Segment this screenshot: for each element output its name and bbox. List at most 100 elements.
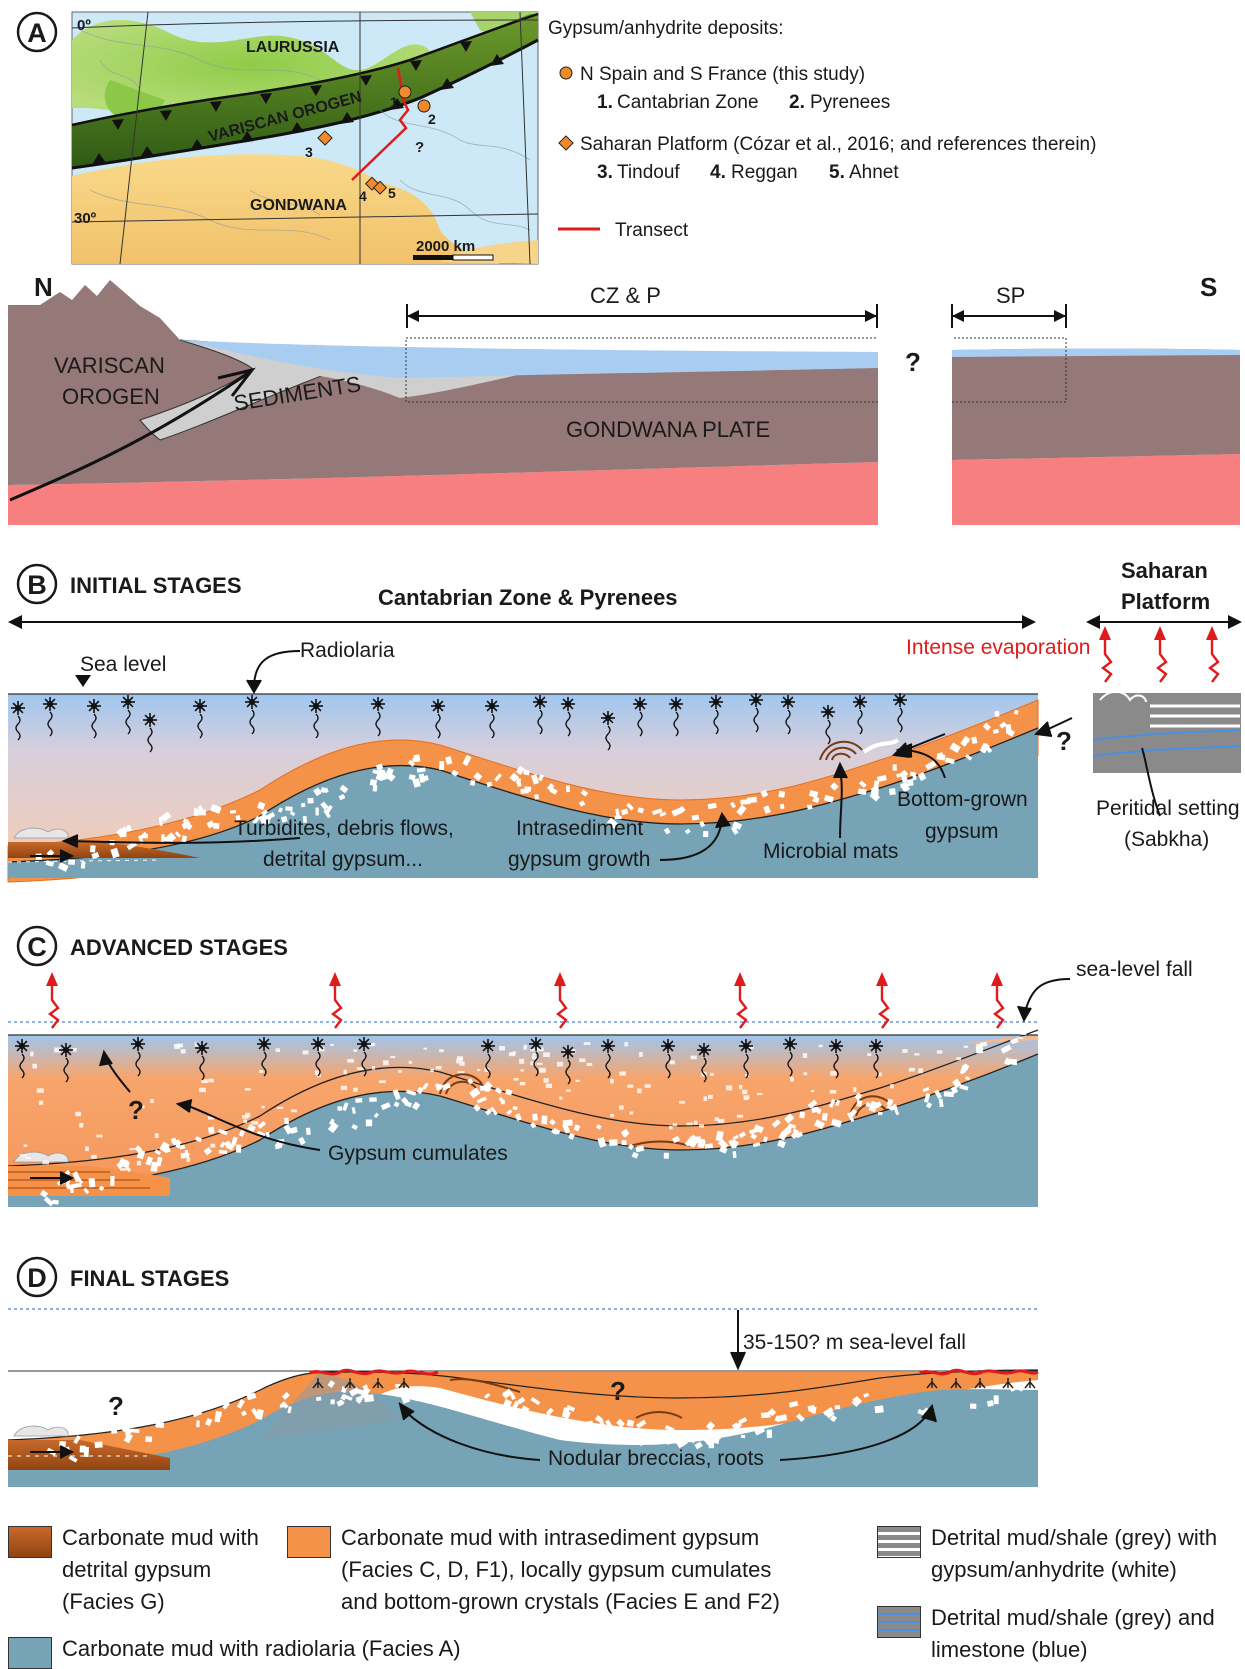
shale-limestone-swatch [877, 1606, 921, 1638]
gypsum-clast [515, 777, 522, 785]
czp-span-label: Cantabrian Zone & Pyrenees [378, 585, 678, 610]
gypsum-clast [965, 1076, 971, 1081]
gypsum-clast [730, 801, 736, 809]
gypsum-clast [302, 815, 308, 823]
gypsum-cumulate [39, 1100, 44, 1105]
gypsum-clast [224, 1140, 232, 1147]
gypsum-clast [863, 1392, 870, 1398]
gypsum-clast [944, 757, 955, 765]
gypsum-clast [993, 1395, 999, 1405]
gypsum-cumulate [79, 1122, 84, 1128]
gypsum-clast [698, 1139, 706, 1146]
gypsum-clast [372, 769, 382, 775]
gypsum-clast [750, 1133, 758, 1140]
gypsum-clast [715, 1130, 724, 1142]
evaporation-arrows-b [1099, 626, 1220, 683]
gypsum-clast [512, 1105, 518, 1111]
gypsum-clast [771, 1119, 781, 1128]
gypsum-clast [378, 773, 388, 782]
gypsum-clast [57, 862, 69, 872]
gypsum-clast [494, 1087, 503, 1095]
gypsum-cumulate [343, 1069, 347, 1075]
gypsum-clast [922, 1086, 930, 1093]
svg-text:1.: 1. [597, 92, 613, 113]
gypsum-cumulate [186, 1157, 191, 1163]
gypsum-clast [792, 1128, 800, 1134]
gypsum-cumulate [610, 1113, 614, 1118]
gypsum-clast [83, 1187, 90, 1195]
gypsum-clast [778, 790, 786, 798]
radiolarian-symbol [821, 705, 835, 745]
gypsum-cumulate [71, 1047, 77, 1052]
gypsum-clast [562, 1409, 571, 1419]
gypsum-clast [578, 800, 586, 807]
svg-text:D: D [27, 1263, 47, 1293]
gypsum-cumulate [347, 1059, 354, 1063]
gypsum-cumulate [194, 1042, 198, 1047]
gypsum-clast [392, 1089, 401, 1101]
gypsum-clast [215, 1410, 222, 1418]
gypsum-clast [305, 1127, 311, 1136]
microbial-mats-label: Microbial mats [763, 840, 898, 863]
root-symbol [1002, 1378, 1014, 1389]
gypsum-clast [738, 1131, 747, 1139]
panel-b-question-mark: ? [1056, 726, 1072, 756]
gypsum-cumulate [619, 1071, 626, 1076]
gypsum-clast [651, 808, 663, 816]
svg-text:N Spain and S France (this stu: N Spain and S France (this study) [580, 64, 865, 85]
gypsum-cumulate [1020, 1031, 1027, 1035]
gypsum-clast [194, 1136, 202, 1143]
gypsum-clast [517, 1396, 526, 1405]
gypsum-clast [736, 804, 747, 816]
gypsum-clast [71, 1182, 82, 1189]
gypsum-clast [124, 1431, 132, 1439]
gypsum-clast [462, 754, 472, 767]
svg-text:A: A [27, 18, 47, 48]
gypsum-clast [88, 1178, 96, 1188]
evaporation-arrow [1154, 626, 1168, 683]
gypsum-cumulate [743, 1095, 750, 1100]
gypsum-cumulate [908, 1067, 915, 1072]
intrasediment-label-1: Intrasediment [516, 817, 643, 840]
gypsum-clast [467, 1078, 474, 1085]
gypsum-clast [679, 805, 686, 813]
gypsum-cumulate [244, 1088, 251, 1091]
svg-text:4.: 4. [710, 162, 726, 183]
shale-gypsum-swatch [877, 1526, 921, 1558]
gypsum-clast [626, 802, 635, 811]
gypsum-clasts-c [19, 1031, 1027, 1207]
gypsum-clasts-d [46, 1380, 1025, 1463]
gypsum-cumulate [627, 1084, 634, 1088]
gypsum-cumulate [579, 1058, 586, 1062]
gypsum-clast [439, 760, 445, 771]
gypsum-clast [732, 1134, 739, 1141]
gypsum-clast [130, 1428, 140, 1433]
gypsum-clast [637, 807, 645, 814]
gypsum-clast [351, 1124, 358, 1131]
gypsum-clast [627, 1143, 635, 1151]
gypsum-cumulate [123, 1160, 129, 1164]
nodular-breccias-label: Nodular breccias, roots [548, 1447, 764, 1470]
gypsum-clast [873, 780, 880, 790]
gypsum-clast [339, 1399, 345, 1405]
gypsum-cumulate [867, 1053, 872, 1057]
gypsum-cumulate [686, 1122, 693, 1126]
gypsum-cumulate [802, 1053, 808, 1059]
radiolarian-symbol [311, 1037, 325, 1077]
gypsum-clast [959, 1084, 969, 1091]
gypsum-cumulate [545, 1083, 553, 1089]
svg-text:Ahnet: Ahnet [849, 162, 899, 183]
gypsum-clast [436, 1086, 442, 1092]
gypsum-clast [615, 808, 620, 817]
gypsum-clast [480, 1085, 484, 1091]
gypsum-clast [110, 1175, 115, 1187]
evaporation-arrow [329, 972, 343, 1029]
site-5-label: 5 [388, 185, 396, 201]
gypsum-clast [583, 1420, 594, 1428]
radiolarian-symbol [561, 697, 575, 737]
gypsum-clast [917, 772, 927, 782]
gypsum-clast [738, 1417, 748, 1425]
gypsum-clast [125, 824, 133, 832]
radiolarian-symbol [601, 711, 615, 751]
